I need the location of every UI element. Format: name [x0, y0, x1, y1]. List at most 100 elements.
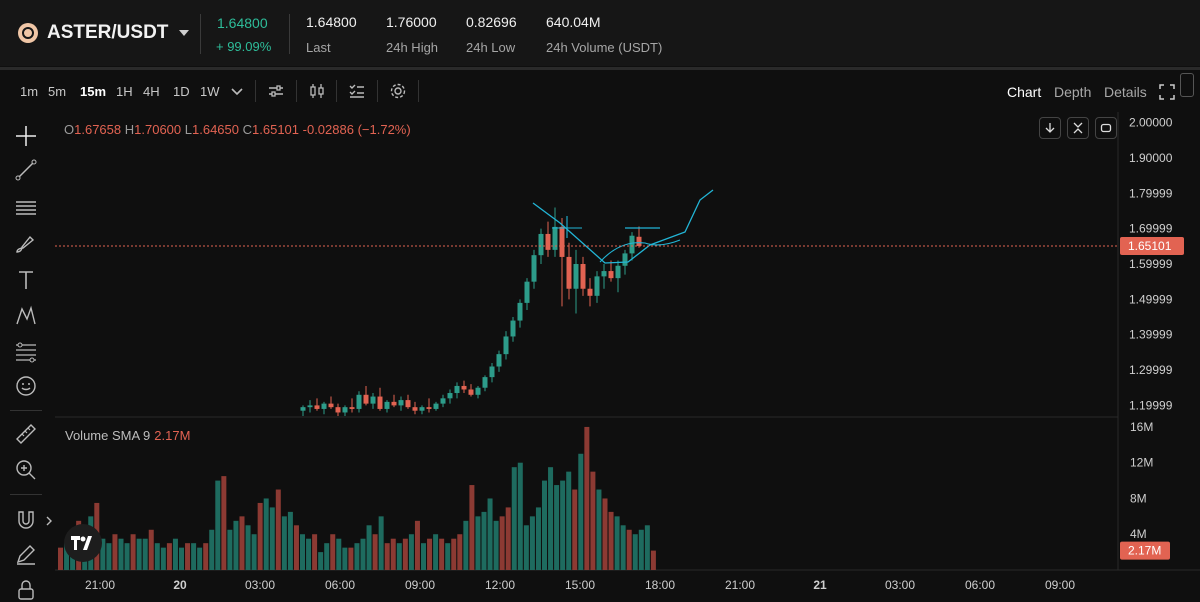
- volume-bar: [281, 516, 287, 570]
- ohlc-close-key: C: [242, 122, 253, 137]
- timeframe-1w[interactable]: 1W: [200, 84, 220, 99]
- trend-line-icon[interactable]: [14, 158, 38, 182]
- volume-bar: [306, 538, 312, 570]
- lock-icon[interactable]: [14, 578, 38, 602]
- volume-bar: [463, 520, 469, 570]
- candle-body: [482, 377, 488, 388]
- volume-bar: [185, 543, 191, 570]
- collapse-icon: [1073, 122, 1083, 134]
- volume-bar: [523, 525, 529, 570]
- volume-bar: [130, 534, 136, 570]
- fullscreen-icon[interactable]: [1158, 83, 1176, 101]
- volume-bar: [445, 543, 451, 570]
- price-tick-label: 1.49999: [1129, 292, 1173, 306]
- drawing-toolbar: [0, 112, 54, 600]
- volume-bar: [197, 547, 203, 570]
- timeframe-15m[interactable]: 15m: [80, 84, 107, 99]
- timeframe-4h[interactable]: 4H: [143, 84, 160, 99]
- price-tick-label: 1.69999: [1129, 222, 1173, 236]
- magnet-icon[interactable]: [14, 508, 38, 532]
- stat-label: Last: [306, 40, 331, 55]
- emoji-icon[interactable]: [14, 374, 38, 398]
- volume-bar: [118, 538, 124, 570]
- tab-details[interactable]: Details: [1104, 84, 1147, 100]
- time-tick-label: 06:00: [965, 578, 995, 592]
- tab-depth[interactable]: Depth: [1054, 84, 1092, 100]
- chevron-right-icon[interactable]: [44, 516, 54, 526]
- pattern-icon[interactable]: [14, 304, 38, 328]
- volume-bar: [257, 502, 263, 570]
- candle-body: [356, 394, 362, 409]
- pencil-lock-icon[interactable]: [14, 542, 38, 566]
- candle-body: [321, 403, 327, 409]
- divider: [255, 80, 256, 102]
- volume-bar: [318, 552, 324, 570]
- volume-legend: Volume SMA 9 2.17M: [65, 428, 190, 443]
- divider: [336, 80, 337, 102]
- gear-icon[interactable]: [389, 82, 407, 100]
- volume-bar: [348, 547, 354, 570]
- checklist-icon[interactable]: [348, 82, 366, 100]
- volume-bar: [342, 547, 348, 570]
- volume-bar: [136, 538, 142, 570]
- divider: [289, 14, 290, 54]
- fib-icon[interactable]: [14, 340, 38, 364]
- time-tick-label: 20: [173, 578, 187, 592]
- divider: [200, 14, 201, 54]
- collapse-button[interactable]: [1067, 117, 1089, 139]
- refresh-icon: [1100, 123, 1112, 133]
- candle-body: [475, 387, 481, 395]
- timeframe-1h[interactable]: 1H: [116, 84, 133, 99]
- scrollbar[interactable]: [1180, 73, 1194, 97]
- horizontal-lines-icon[interactable]: [14, 196, 38, 220]
- crosshair-icon[interactable]: [14, 124, 38, 148]
- candle-body: [517, 302, 523, 321]
- stat-value: 0.82696: [466, 14, 517, 30]
- volume-bar: [142, 538, 148, 570]
- ruler-icon[interactable]: [14, 422, 38, 446]
- price-tick-label: 1.79999: [1129, 186, 1173, 200]
- volume-bar: [58, 547, 63, 570]
- brush-icon[interactable]: [14, 232, 38, 256]
- candle-body: [629, 235, 635, 254]
- ohlc-open-key: O: [64, 122, 75, 137]
- tab-chart[interactable]: Chart: [1007, 84, 1042, 100]
- candle-body: [510, 320, 516, 337]
- indicators-icon[interactable]: [267, 82, 285, 100]
- zoom-in-icon[interactable]: [14, 458, 38, 482]
- volume-bar: [251, 534, 257, 570]
- divider: [377, 80, 378, 102]
- last-price: 1.64800: [217, 15, 268, 31]
- volume-bar: [644, 525, 650, 570]
- candle-type-icon[interactable]: [308, 82, 326, 100]
- volume-bar: [457, 534, 463, 570]
- pair-selector[interactable]: ASTER/USDT: [18, 22, 190, 44]
- candles: [300, 207, 642, 416]
- volume-bar: [554, 485, 560, 570]
- volume-bar: [354, 543, 360, 570]
- time-tick-label: 09:00: [405, 578, 435, 592]
- candle-body: [335, 407, 341, 413]
- chevron-down-icon[interactable]: [179, 30, 190, 36]
- text-icon[interactable]: [14, 268, 38, 292]
- candle-body: [489, 366, 495, 378]
- chevron-down-icon[interactable]: [228, 82, 246, 100]
- volume-bar: [64, 543, 70, 570]
- stat-24h-volume: 640.04M 24h Volume (USDT): [546, 14, 662, 55]
- volume-bar: [233, 520, 239, 570]
- volume-bar: [469, 485, 475, 570]
- timeframe-1m[interactable]: 1m: [20, 84, 39, 99]
- candle-body: [419, 407, 425, 411]
- pair-name[interactable]: ASTER/USDT: [47, 22, 169, 43]
- volume-bar: [336, 538, 342, 570]
- download-button[interactable]: [1039, 117, 1061, 139]
- timeframe-1d[interactable]: 1D: [173, 84, 190, 99]
- refresh-button[interactable]: [1095, 117, 1117, 139]
- tradingview-logo[interactable]: [64, 524, 102, 562]
- volume-bar: [396, 543, 402, 570]
- ohlc-low-key: L: [184, 122, 192, 137]
- timeframe-5m[interactable]: 5m: [48, 84, 67, 99]
- volume-sma-value: 2.17M: [154, 428, 191, 443]
- volume-bar: [632, 534, 638, 570]
